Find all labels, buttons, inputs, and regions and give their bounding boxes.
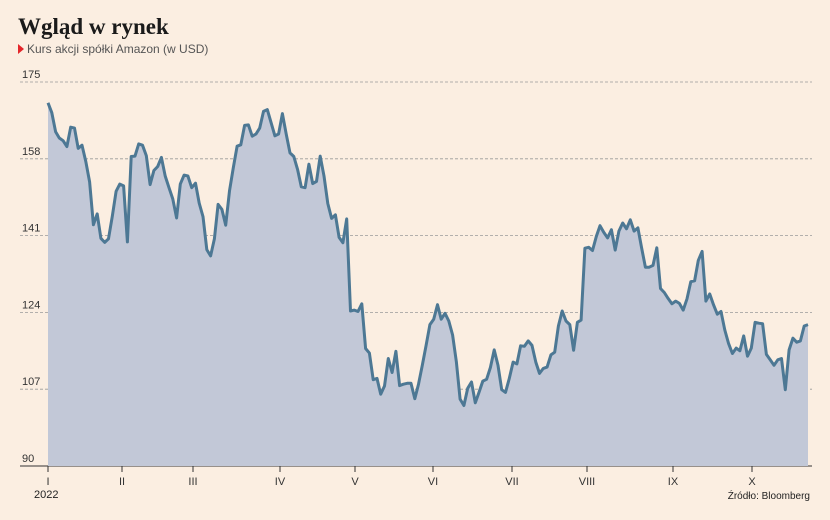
y-tick-label: 158 — [22, 146, 40, 158]
year-label: 2022 — [34, 489, 59, 501]
y-tick-label: 90 — [22, 453, 34, 465]
subtitle-text: Kurs akcji spółki Amazon (w USD) — [27, 42, 209, 56]
y-tick-label: 107 — [22, 376, 40, 388]
x-axis-ticks: I II III IV V VI VII VIII IX X — [46, 466, 756, 488]
y-axis-ticks: 90 107 124 141 158 175 — [22, 69, 40, 465]
x-tick-label: I — [46, 476, 49, 488]
x-tick-label: IX — [668, 476, 679, 488]
x-tick-label: VII — [505, 476, 518, 488]
x-tick-label: III — [188, 476, 197, 488]
chart-title: Wgląd w rynek — [18, 14, 169, 39]
x-tick-label: VIII — [579, 476, 596, 488]
x-tick-label: VI — [428, 476, 438, 488]
chart-subtitle: Kurs akcji spółki Amazon (w USD) — [18, 42, 208, 56]
price-line — [46, 102, 809, 407]
y-tick-label: 175 — [22, 69, 40, 81]
source-note: Źródło: Bloomberg — [727, 491, 810, 502]
y-tick-label: 141 — [22, 223, 40, 235]
x-tick-label: IV — [275, 476, 286, 488]
x-tick-label: X — [748, 476, 756, 488]
area-fill — [48, 102, 808, 467]
x-tick-label: V — [351, 476, 359, 488]
x-tick-label: II — [119, 476, 125, 488]
triangle-marker-icon — [18, 44, 24, 54]
y-tick-label: 124 — [22, 299, 40, 311]
